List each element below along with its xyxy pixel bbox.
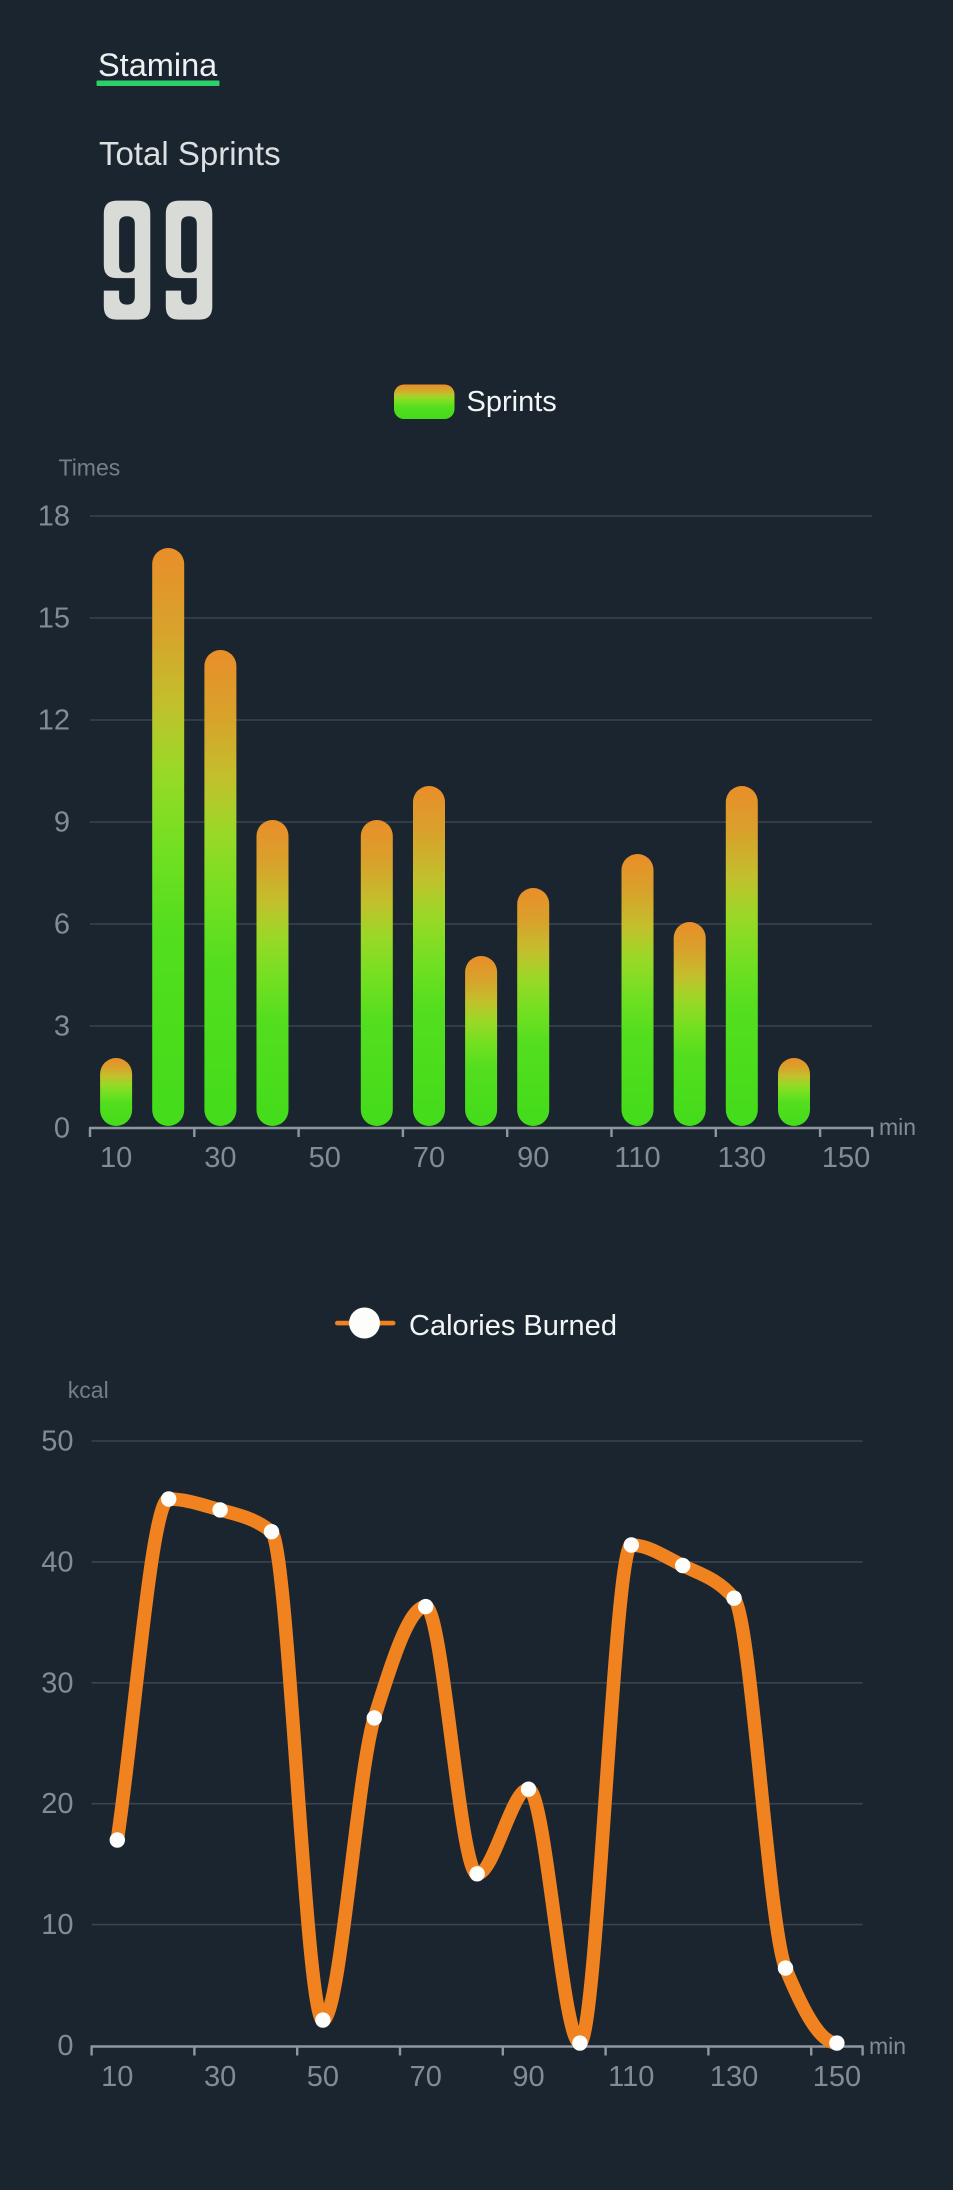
svg-text:150: 150 bbox=[813, 2061, 861, 2093]
svg-text:110: 110 bbox=[614, 1142, 660, 1174]
svg-text:110: 110 bbox=[608, 2061, 654, 2093]
svg-text:40: 40 bbox=[41, 1546, 73, 1578]
svg-text:Stamina: Stamina bbox=[98, 47, 218, 83]
svg-text:30: 30 bbox=[41, 1667, 73, 1699]
svg-text:130: 130 bbox=[710, 2061, 758, 2093]
svg-text:min: min bbox=[879, 1114, 916, 1140]
svg-text:12: 12 bbox=[38, 705, 70, 737]
svg-text:min: min bbox=[869, 2033, 906, 2059]
svg-text:Sprints: Sprints bbox=[467, 386, 557, 418]
svg-text:10: 10 bbox=[41, 1909, 73, 1941]
svg-text:0: 0 bbox=[57, 2030, 73, 2062]
svg-text:0: 0 bbox=[54, 1113, 70, 1145]
svg-text:10: 10 bbox=[100, 1142, 132, 1174]
svg-text:150: 150 bbox=[822, 1142, 870, 1174]
svg-text:15: 15 bbox=[38, 603, 70, 635]
svg-text:50: 50 bbox=[309, 1142, 341, 1174]
svg-text:70: 70 bbox=[413, 1142, 445, 1174]
svg-text:kcal: kcal bbox=[68, 1377, 109, 1403]
svg-text:10: 10 bbox=[101, 2061, 133, 2093]
svg-text:Calories Burned: Calories Burned bbox=[409, 1310, 617, 1342]
svg-text:6: 6 bbox=[54, 909, 70, 941]
svg-text:50: 50 bbox=[307, 2061, 339, 2093]
svg-text:30: 30 bbox=[204, 1142, 236, 1174]
svg-text:50: 50 bbox=[41, 1426, 73, 1458]
svg-text:20: 20 bbox=[41, 1788, 73, 1820]
svg-text:70: 70 bbox=[410, 2061, 442, 2093]
svg-text:9: 9 bbox=[54, 807, 70, 839]
svg-text:90: 90 bbox=[517, 1142, 549, 1174]
svg-text:3: 3 bbox=[54, 1011, 70, 1043]
svg-text:18: 18 bbox=[38, 501, 70, 533]
svg-text:Total Sprints: Total Sprints bbox=[99, 135, 281, 172]
svg-text:30: 30 bbox=[204, 2061, 236, 2093]
svg-text:90: 90 bbox=[512, 2061, 544, 2093]
svg-text:Times: Times bbox=[59, 455, 121, 481]
svg-text:130: 130 bbox=[718, 1142, 766, 1174]
